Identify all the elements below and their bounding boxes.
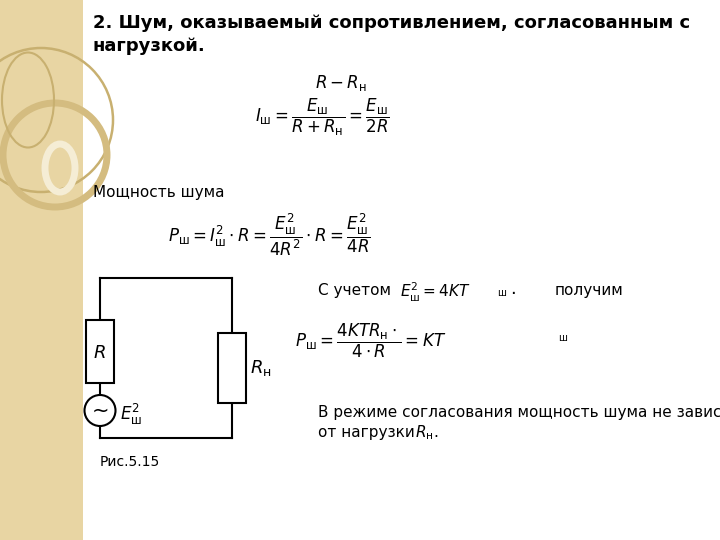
Text: $P_{\rm ш} = \dfrac{4KTR_{\rm н} \cdot}{4 \cdot R} = KT$: $P_{\rm ш} = \dfrac{4KTR_{\rm н} \cdot}{… [295, 322, 446, 360]
Text: $P_{\rm ш} = I_{\rm ш}^{2} \cdot R = \dfrac{E_{\rm ш}^{2}}{4R^{2}} \cdot R = \df: $P_{\rm ш} = I_{\rm ш}^{2} \cdot R = \df… [168, 212, 371, 259]
Text: $_{\rm ш}$: $_{\rm ш}$ [558, 330, 568, 344]
Text: $E_{\rm ш}^{2} {=} 4KT$: $E_{\rm ш}^{2} {=} 4KT$ [400, 281, 471, 304]
Text: получим: получим [555, 283, 624, 298]
Text: Рис.5.15: Рис.5.15 [100, 455, 161, 469]
Text: $R_{\rm н}$: $R_{\rm н}$ [250, 358, 271, 378]
Bar [86, 320, 114, 383]
Text: $R_{\rm н}$.: $R_{\rm н}$. [415, 423, 438, 442]
Text: Мощность шума: Мощность шума [93, 185, 225, 200]
Text: 2. Шум, оказываемый сопротивлением, согласованным с: 2. Шум, оказываемый сопротивлением, согл… [93, 14, 690, 32]
Text: В режиме согласования мощность шума не зависит: В режиме согласования мощность шума не з… [318, 405, 720, 420]
Circle shape [84, 395, 115, 426]
Text: нагрузкой.: нагрузкой. [93, 37, 206, 55]
Text: С учетом: С учетом [318, 283, 391, 298]
Text: $E^{2}_{\rm ш}$: $E^{2}_{\rm ш}$ [120, 402, 142, 427]
Text: $R - R_{\rm н}$: $R - R_{\rm н}$ [315, 73, 367, 93]
Text: от нагрузки: от нагрузки [318, 425, 420, 440]
Text: R: R [94, 343, 107, 361]
Text: $\cdot$: $\cdot$ [510, 283, 516, 301]
Text: ~: ~ [91, 401, 109, 421]
Bar [0, 0, 83, 540]
Text: $I_{\rm ш} = \dfrac{E_{\rm ш}}{R + R_{\rm н}} = \dfrac{E_{\rm ш}}{2R}$: $I_{\rm ш} = \dfrac{E_{\rm ш}}{R + R_{\r… [255, 97, 390, 138]
Bar [218, 333, 246, 403]
Text: $_{\rm ш}$: $_{\rm ш}$ [497, 285, 507, 299]
